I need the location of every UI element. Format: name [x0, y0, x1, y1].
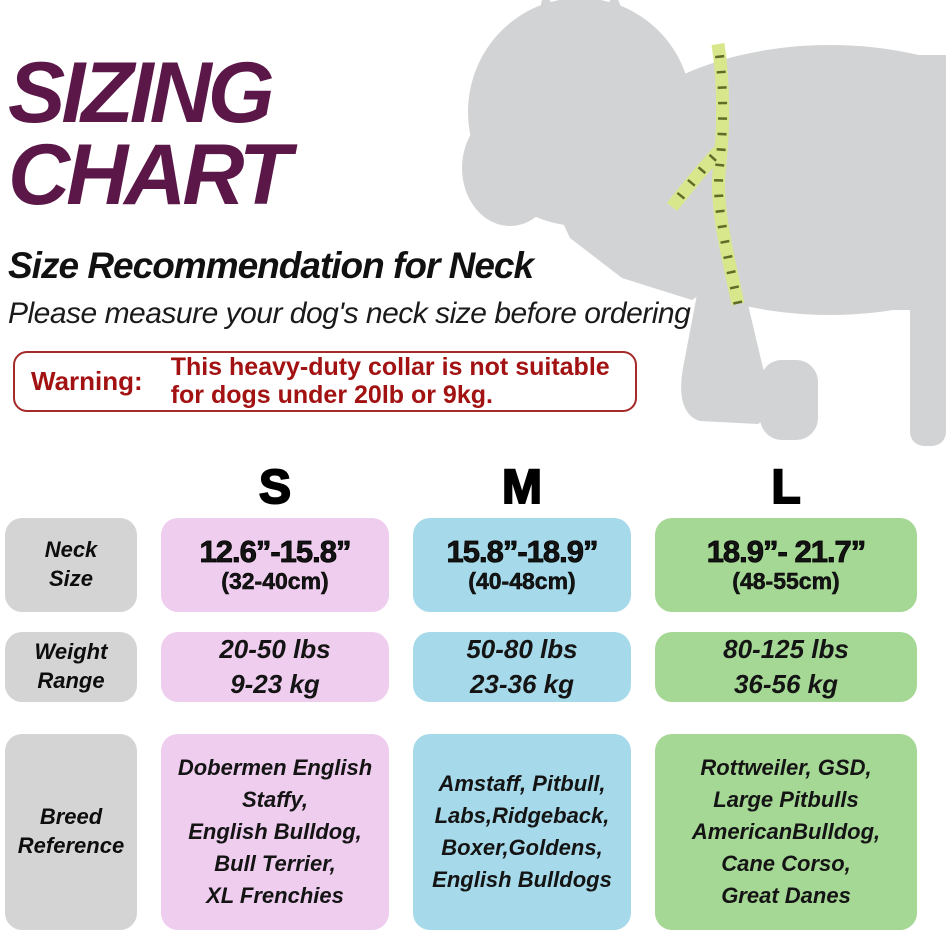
dog-hind-leg: [910, 250, 946, 446]
dog-muzzle: [462, 110, 558, 226]
warning-text: This heavy-duty collar is not suitable f…: [170, 353, 610, 409]
size-header-spacer: [5, 458, 137, 516]
breed-reference-s-text: Dobermen English Staffy, English Bulldog…: [177, 755, 373, 908]
neck-size-m-cm: (40-48cm): [468, 568, 576, 595]
weight-range-s-text: 20-50 lbs 9-23 kg: [219, 633, 331, 699]
size-column-header-l: L: [770, 460, 801, 515]
cell-breed-reference-l: Rottweiler, GSD, Large Pitbulls American…: [655, 734, 917, 930]
neck-size-s-inches: 12.6”-15.8”: [199, 533, 352, 569]
warning-label: Warning:: [31, 366, 143, 396]
neck-size-l-inches: 18.9”- 21.7”: [706, 533, 866, 569]
cell-neck-size-l: 18.9”- 21.7” (48-55cm): [655, 518, 917, 612]
measure-note: Please measure your dog's neck size befo…: [8, 297, 691, 330]
table-row-breed-reference: Breed Reference Dobermen English Staffy,…: [5, 734, 946, 930]
row-label-weight-range: Weight Range: [5, 632, 137, 702]
dog-front-leg: [681, 268, 770, 424]
dog-with-measuring-tape-graphic: [462, 0, 946, 446]
dog-body: [595, 45, 946, 315]
row-label-breed-reference: Breed Reference: [5, 734, 137, 930]
page-title-line1: SIZING: [8, 45, 275, 141]
table-row-weight-range: Weight Range 20-50 lbs 9-23 kg 50-80 lbs…: [5, 632, 946, 702]
neck-size-s-cm: (32-40cm): [221, 568, 329, 595]
dog-front-paw: [760, 360, 818, 440]
size-column-header-m: M: [501, 460, 543, 515]
page-title-line2: CHART: [8, 127, 291, 223]
neck-size-m-inches: 15.8”-18.9”: [446, 533, 599, 569]
neck-size-l-cm: (48-55cm): [732, 568, 840, 595]
weight-range-l-text: 80-125 lbs 36-56 kg: [723, 633, 849, 699]
measuring-tape-branch-strip: [666, 145, 725, 212]
cell-weight-range-l: 80-125 lbs 36-56 kg: [655, 632, 917, 702]
page-title: SIZING CHART: [8, 50, 291, 218]
table-row-neck-size: Neck Size 12.6”-15.8” (32-40cm) 15.8”-18…: [5, 518, 946, 612]
size-recommendation-subtitle: Size Recommendation for Neck: [8, 245, 534, 286]
size-header-row: S M L: [5, 458, 946, 516]
cell-breed-reference-m: Amstaff, Pitbull, Labs,Ridgeback, Boxer,…: [413, 734, 631, 930]
measuring-tape-main-strip: [711, 43, 745, 306]
cell-weight-range-s: 20-50 lbs 9-23 kg: [161, 632, 389, 702]
dog-silhouette-illustration: [440, 0, 946, 446]
weight-range-m-text: 50-80 lbs 23-36 kg: [466, 633, 578, 699]
row-label-neck-size: Neck Size: [5, 518, 137, 612]
measuring-tape-graphic: [666, 43, 745, 306]
size-column-header-s: S: [258, 460, 292, 515]
cell-breed-reference-s: Dobermen English Staffy, English Bulldog…: [161, 734, 389, 930]
sizing-table: S M L Neck Size 12.6”-15.8” (32-40cm) 15…: [5, 458, 946, 930]
cell-weight-range-m: 50-80 lbs 23-36 kg: [413, 632, 631, 702]
cell-neck-size-s: 12.6”-15.8” (32-40cm): [161, 518, 389, 612]
warning-box: Warning: This heavy-duty collar is not s…: [13, 351, 637, 412]
breed-reference-m-text: Amstaff, Pitbull, Labs,Ridgeback, Boxer,…: [432, 771, 612, 892]
breed-reference-l-text: Rottweiler, GSD, Large Pitbulls American…: [691, 755, 881, 908]
cell-neck-size-m: 15.8”-18.9” (40-48cm): [413, 518, 631, 612]
